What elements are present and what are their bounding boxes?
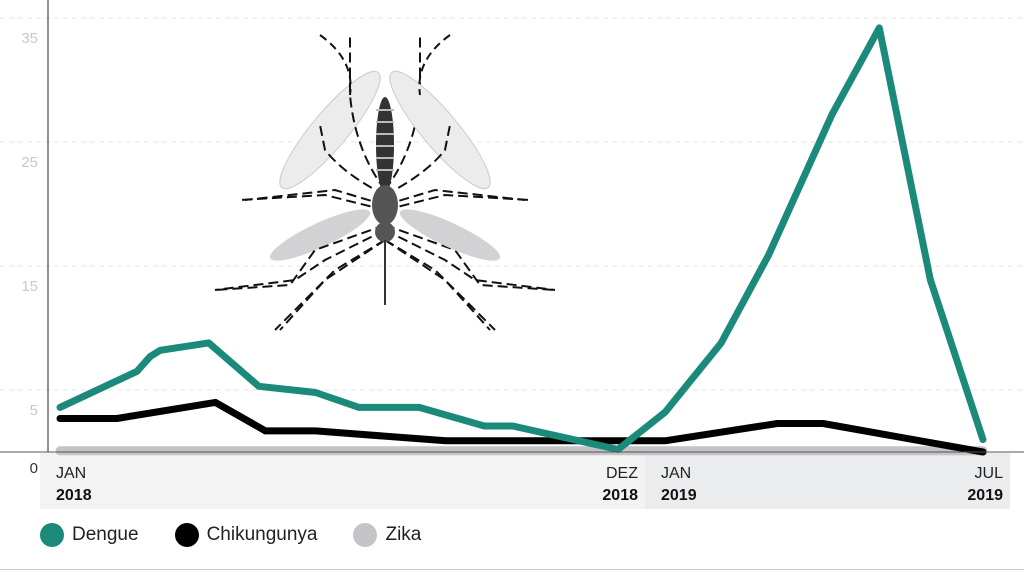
- legend-swatch: [353, 523, 378, 547]
- wing: [279, 70, 381, 190]
- legend: Dengue Chikungunya Zika: [40, 523, 421, 547]
- y-tick-label: 0: [30, 460, 38, 477]
- legend-label: Zika: [385, 524, 422, 545]
- x-tick-month: JAN: [661, 465, 691, 482]
- antenna: [319, 34, 451, 96]
- leg: [239, 193, 386, 211]
- legend-label: Dengue: [72, 524, 139, 545]
- x-tick-year: 2018: [56, 487, 92, 504]
- leg: [279, 239, 386, 331]
- y-tick-label: 15: [21, 278, 38, 295]
- thorax: [372, 185, 398, 225]
- x-tick-month: JAN: [56, 465, 86, 482]
- wing: [399, 209, 501, 261]
- legend-swatch: [40, 523, 64, 547]
- x-axis-band-2019: [645, 453, 1010, 509]
- leg: [384, 193, 531, 211]
- x-tick-year: 2019: [967, 487, 1003, 504]
- x-tick-month: DEZ: [606, 465, 638, 482]
- series-line-chikungunya: [56, 398, 987, 456]
- x-tick-year: 2019: [661, 487, 697, 504]
- y-tick-label: 35: [21, 30, 38, 47]
- y-tick-label: 5: [30, 402, 38, 419]
- legend-label: Chikungunya: [206, 524, 318, 545]
- y-tick-label: 25: [21, 154, 38, 171]
- leg: [349, 35, 386, 191]
- x-tick-month: JUL: [975, 465, 1004, 482]
- leg: [214, 229, 386, 291]
- leg: [384, 229, 556, 291]
- legend-item-chikungunya: Chikungunya: [174, 523, 318, 547]
- leg: [384, 239, 491, 331]
- leg: [244, 188, 386, 206]
- wing: [269, 209, 371, 261]
- divider: [0, 569, 1024, 570]
- leg: [384, 188, 526, 206]
- legend-item-zika: Zika: [353, 523, 421, 547]
- x-tick-year: 2018: [602, 487, 638, 504]
- legend-item-dengue: Dengue: [40, 523, 139, 547]
- leg: [214, 224, 386, 291]
- wing: [389, 70, 491, 190]
- leg: [384, 239, 496, 331]
- head: [375, 222, 395, 242]
- series-line-dengue: [56, 24, 987, 453]
- mosquito-icon: [214, 34, 556, 331]
- leg: [384, 224, 556, 291]
- x-axis-band-2018: [40, 453, 645, 509]
- legend-swatch: [174, 523, 199, 547]
